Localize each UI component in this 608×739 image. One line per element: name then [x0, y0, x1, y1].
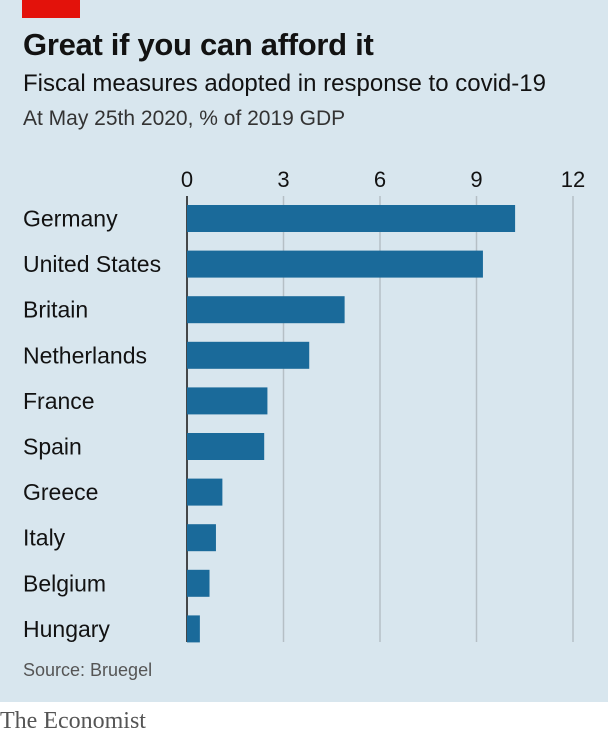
category-label: Italy	[23, 525, 66, 551]
category-label: Spain	[23, 434, 82, 460]
bar-germany	[187, 205, 516, 232]
bar-france	[187, 387, 268, 415]
chart-note: At May 25th 2020, % of 2019 GDP	[23, 107, 346, 130]
category-label: Hungary	[23, 616, 110, 642]
chart-subtitle: Fiscal measures adopted in response to c…	[23, 70, 546, 97]
bar-britain	[187, 296, 345, 324]
category-label: Britain	[23, 297, 88, 323]
x-tick-label-0: 0	[181, 167, 193, 192]
category-label: Netherlands	[23, 342, 147, 368]
publication-brand: The Economist	[0, 708, 146, 734]
bar-greece	[187, 478, 223, 506]
category-label: United States	[23, 251, 161, 277]
bar-spain	[187, 433, 265, 460]
chart-panel: Great if you can afford it Fiscal measur…	[0, 0, 608, 702]
bar-belgium	[187, 569, 210, 597]
x-tick-label-9: 9	[470, 167, 482, 192]
category-label: France	[23, 388, 95, 414]
source-note: Source: Bruegel	[23, 660, 153, 680]
brand-red-tag	[22, 0, 80, 18]
x-tick-label-3: 3	[277, 167, 289, 192]
chart-title: Great if you can afford it	[23, 27, 374, 62]
bar-netherlands	[187, 341, 310, 369]
category-label: Belgium	[23, 570, 106, 596]
category-label: Germany	[23, 206, 118, 232]
bar-italy	[187, 524, 216, 552]
x-tick-label-12: 12	[561, 167, 585, 192]
category-label: Greece	[23, 479, 98, 505]
bar-hungary	[187, 615, 200, 643]
x-tick-label-6: 6	[374, 167, 386, 192]
bar-united-states	[187, 250, 483, 278]
bar-chart: 0 3 6 9 12 Germany United States Britain Nether…	[23, 167, 585, 643]
